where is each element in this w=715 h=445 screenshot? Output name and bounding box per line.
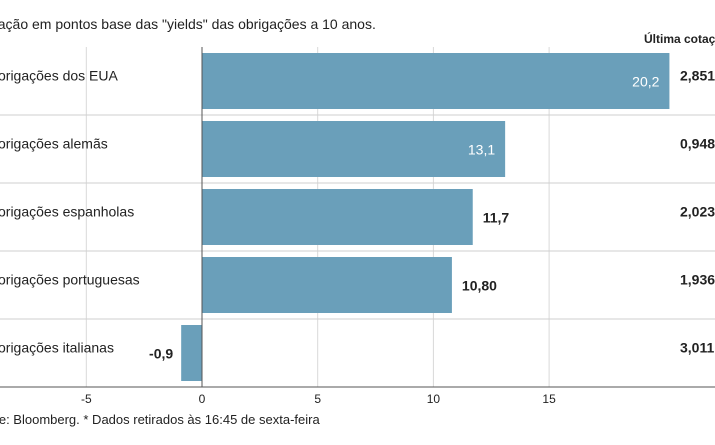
category-label: origações italianas [0,340,114,356]
category-label: origações espanholas [0,204,134,220]
last-quote-value: 2,851 [680,68,715,84]
chart-source: nte: Bloomberg. * Dados retirados às 16:… [0,412,320,427]
x-tick-label: 10 [427,392,441,406]
chart-subtitle: riação em pontos base das "yields" das o… [0,16,376,32]
value-label: 20,2 [632,74,659,90]
bar [202,53,670,109]
last-quote-header: Última cotaç [644,32,715,46]
last-quote-value: 0,948 [680,136,715,152]
bar [181,325,202,381]
value-label: 10,80 [462,278,497,294]
last-quote-value: 1,9360 [680,272,715,288]
last-quote-value: 3,011 [680,340,714,356]
bar [202,121,506,177]
x-tick-label: 0 [199,392,206,406]
x-tick-label: 15 [542,392,556,406]
category-label: origações portuguesas [0,272,140,288]
bar [202,189,473,245]
category-label: origações alemãs [0,136,108,152]
x-tick-label: 5 [314,392,321,406]
value-label: -0,9 [149,346,173,362]
bar [202,257,452,313]
category-label: origações dos EUA [0,68,119,84]
value-label: 13,1 [468,142,495,158]
bar-chart: origações dos EUA 20,2 2,851 origações alem… [0,47,715,406]
last-quote-value: 2,023 [680,204,715,220]
x-tick-label: -5 [81,392,92,406]
value-label: 11,7 [483,210,510,226]
